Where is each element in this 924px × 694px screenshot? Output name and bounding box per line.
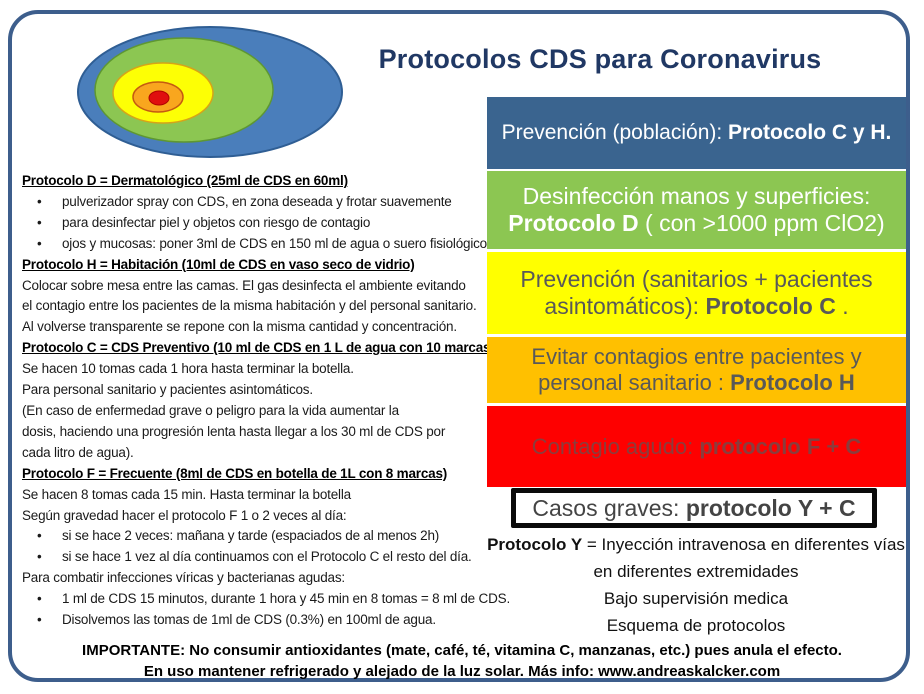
box-contagio-agudo-text: Contagio agudo: protocolo F + C bbox=[532, 434, 862, 460]
protocol-c-line: Para personal sanitario y pacientes asin… bbox=[22, 382, 313, 398]
ring-red-center bbox=[148, 90, 170, 106]
bullet-icon: • bbox=[37, 193, 42, 209]
protocol-f-item-text: si se hace 1 vez al día continuamos con … bbox=[62, 549, 472, 565]
protocol-f-line: Según gravedad hacer el protocolo F 1 o … bbox=[22, 507, 347, 523]
protocol-f-item: • 1 ml de CDS 15 minutos, durante 1 hora … bbox=[22, 589, 510, 610]
box-text-prefix: Prevención (población): bbox=[501, 121, 729, 144]
protocol-d-item-text: para desinfectar piel y objetos con ries… bbox=[62, 214, 371, 230]
protocol-f-item: • si se hace 1 vez al día continuamos con… bbox=[22, 547, 484, 568]
protocol-h-line: el contagio entre los pacientes de la mi… bbox=[22, 298, 477, 314]
box-text-bold: Protocolo H bbox=[730, 370, 855, 395]
box-text-prefix: Contagio agudo: bbox=[531, 433, 700, 459]
protocol-h-line: Colocar sobre mesa entre las camas. El g… bbox=[22, 277, 466, 293]
protocol-y-definition: Protocolo Y = Inyección intravenosa en d… bbox=[480, 531, 912, 585]
bullet-icon: • bbox=[37, 612, 42, 628]
protocol-f-item: • Disolvemos las tomas de 1ml de CDS (0.3… bbox=[22, 610, 484, 631]
bullet-icon: • bbox=[37, 235, 42, 251]
protocol-y-notes: Protocolo Y = Inyección intravenosa en d… bbox=[480, 531, 912, 639]
protocol-f-item-text: Disolvemos las tomas de 1ml de CDS (0.3%… bbox=[62, 612, 436, 628]
protocol-c-line: Se hacen 10 tomas cada 1 hora hasta term… bbox=[22, 361, 354, 377]
protocol-f-line: Para combatir infecciones víricas y bact… bbox=[22, 570, 345, 586]
box-prevencion-poblacion: Prevención (población): Protocolo C y H. bbox=[487, 97, 906, 169]
protocol-d-item-text: pulverizador spray con CDS, en zona dese… bbox=[62, 193, 452, 209]
bullet-icon: • bbox=[37, 528, 42, 544]
protocol-f-item-text: si se hace 2 veces: mañana y tarde (espa… bbox=[62, 528, 440, 544]
footer-warning-line: IMPORTANTE: No consumir antioxidantes (m… bbox=[82, 642, 842, 659]
box-desinfeccion: Desinfección manos y superficies: Protoc… bbox=[487, 171, 906, 249]
supervision-note: Bajo supervisión medica bbox=[603, 589, 789, 608]
box-text-prefix: Prevención (sanitarios + pacientes asint… bbox=[520, 266, 873, 319]
box-text-bold: protocolo Y + C bbox=[685, 494, 856, 521]
box-evitar-contagios-text: Evitar contagios entre pacientes y perso… bbox=[499, 344, 894, 396]
protocol-d-item: • ojos y mucosas: poner 3ml de CDS en 150… bbox=[22, 234, 487, 255]
box-prevencion-poblacion-text: Prevención (población): Protocolo C y H. bbox=[502, 121, 892, 145]
protocol-c-line: cada litro de agua). bbox=[22, 444, 134, 460]
protocol-f-line: Se hacen 8 tomas cada 15 min. Hasta term… bbox=[22, 486, 351, 502]
box-text-prefix: Desinfección manos y superficies: bbox=[522, 183, 871, 209]
protocol-d-heading: Protocolo D = Dermatológico (25ml de CDS… bbox=[22, 173, 348, 188]
protocol-d-item: • para desinfectar piel y objetos con rie… bbox=[22, 213, 484, 234]
protocol-c-line: (En caso de enfermedad grave o peligro p… bbox=[22, 402, 399, 418]
box-text-suffix: ( con >1000 ppm ClO2) bbox=[638, 210, 885, 236]
box-casos-graves: Casos graves: protocolo Y + C bbox=[511, 488, 877, 528]
bullet-icon: • bbox=[37, 591, 42, 607]
concentric-rings-logo bbox=[77, 26, 343, 158]
protocol-f-item-text: 1 ml de CDS 15 minutos, durante 1 hora y… bbox=[62, 591, 510, 607]
protocol-d-item: • pulverizador spray con CDS, en zona des… bbox=[22, 192, 484, 213]
box-text-suffix: . bbox=[835, 293, 849, 319]
bullet-icon: • bbox=[37, 549, 42, 565]
protocol-c-heading: Protocolo C = CDS Preventivo (10 ml de C… bbox=[22, 340, 495, 356]
protocol-h-heading: Protocolo H = Habitación (10ml de CDS en… bbox=[22, 256, 415, 272]
protocol-y-label: Protocolo Y bbox=[487, 535, 583, 554]
box-contagio-agudo: Contagio agudo: protocolo F + C bbox=[487, 406, 906, 487]
box-text-prefix: Casos graves: bbox=[532, 494, 686, 521]
footer-info-line: En uso mantener refrigerado y alejado de… bbox=[143, 663, 781, 680]
protocol-c-line: dosis, haciendo una progresión lenta has… bbox=[22, 423, 446, 439]
box-text-bold: protocolo F + C bbox=[699, 433, 862, 459]
box-text-bold: Protocolo C bbox=[705, 293, 836, 319]
protocol-d-item-text: ojos y mucosas: poner 3ml de CDS en 150 … bbox=[62, 235, 487, 251]
box-desinfeccion-text: Desinfección manos y superficies: Protoc… bbox=[499, 183, 894, 237]
bullet-icon: • bbox=[37, 214, 42, 230]
protocol-y-definition-text: = Inyección intravenosa en diferentes ví… bbox=[582, 535, 905, 581]
box-text-bold: Protocolo D bbox=[508, 210, 639, 236]
box-evitar-contagios: Evitar contagios entre pacientes y perso… bbox=[487, 337, 906, 403]
box-text-bold: Protocolo C y H. bbox=[728, 121, 892, 144]
important-footer: IMPORTANTE: No consumir antioxidantes (m… bbox=[0, 640, 924, 682]
box-casos-graves-text: Casos graves: protocolo Y + C bbox=[532, 495, 855, 522]
protocol-h-line: Al volverse transparente se repone con l… bbox=[22, 319, 457, 335]
protocol-f-item: • si se hace 2 veces: mañana y tarde (esp… bbox=[22, 526, 484, 547]
page-title: Protocolos CDS para Coronavirus bbox=[378, 44, 822, 74]
protocol-details-column: Protocolo D = Dermatológico (25ml de CDS… bbox=[22, 171, 510, 631]
esquema-note: Esquema de protocolos bbox=[606, 616, 786, 635]
box-prevencion-sanitarios: Prevención (sanitarios + pacientes asint… bbox=[487, 252, 906, 334]
protocol-f-heading: Protocolo F = Frecuente (8ml de CDS en b… bbox=[22, 465, 448, 481]
box-prevencion-sanitarios-text: Prevención (sanitarios + pacientes asint… bbox=[499, 266, 894, 320]
box-text-prefix: Evitar contagios entre pacientes y perso… bbox=[531, 344, 862, 395]
